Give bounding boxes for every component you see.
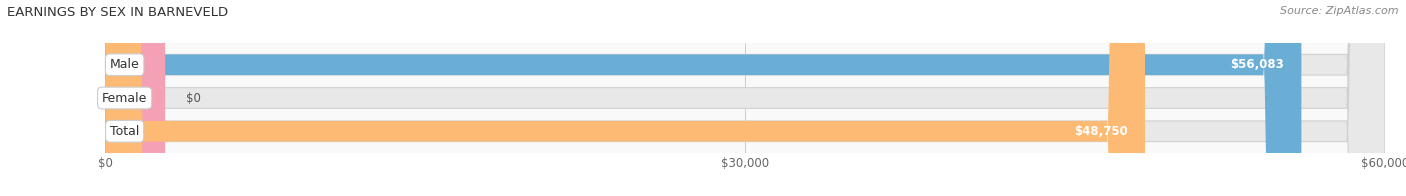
Text: $0: $0 bbox=[187, 92, 201, 104]
FancyBboxPatch shape bbox=[105, 0, 1385, 196]
Text: Female: Female bbox=[103, 92, 148, 104]
FancyBboxPatch shape bbox=[105, 0, 165, 196]
Text: Total: Total bbox=[110, 125, 139, 138]
Text: EARNINGS BY SEX IN BARNEVELD: EARNINGS BY SEX IN BARNEVELD bbox=[7, 6, 228, 19]
FancyBboxPatch shape bbox=[105, 0, 1302, 196]
FancyBboxPatch shape bbox=[105, 0, 1144, 196]
Text: Male: Male bbox=[110, 58, 139, 71]
FancyBboxPatch shape bbox=[105, 0, 1385, 196]
FancyBboxPatch shape bbox=[105, 0, 1385, 196]
Text: $48,750: $48,750 bbox=[1074, 125, 1128, 138]
Text: $56,083: $56,083 bbox=[1230, 58, 1284, 71]
Text: Source: ZipAtlas.com: Source: ZipAtlas.com bbox=[1281, 6, 1399, 16]
